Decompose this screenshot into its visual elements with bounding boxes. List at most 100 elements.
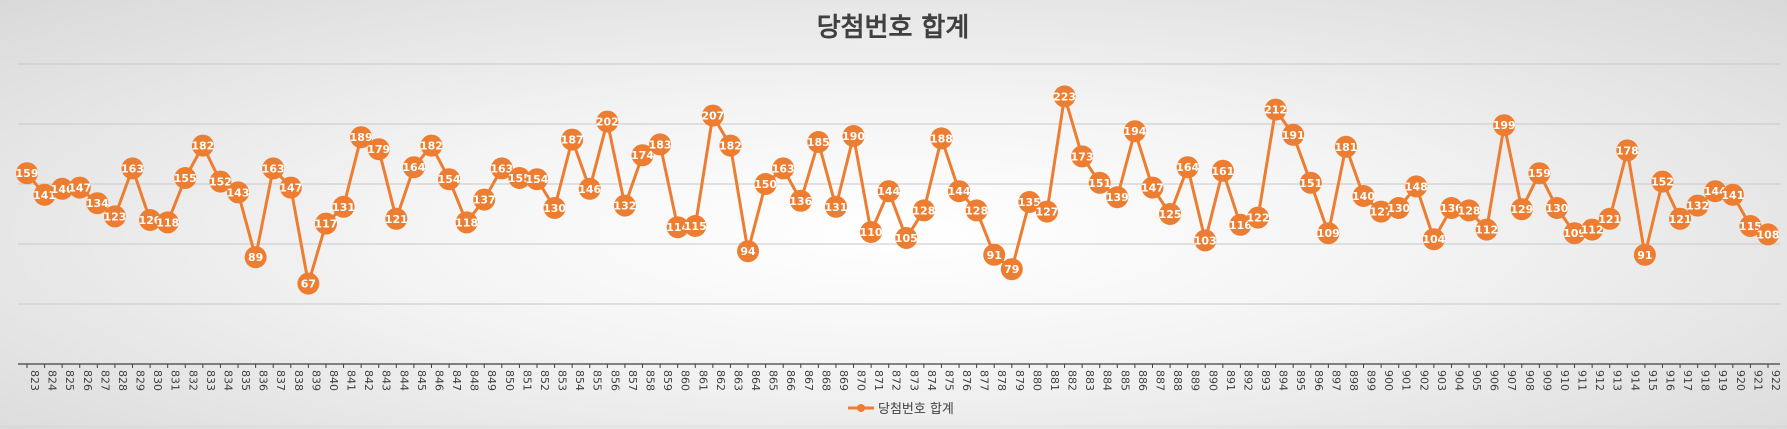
data-point xyxy=(490,157,513,180)
data-label: 139 xyxy=(1106,191,1129,204)
x-tick-label: 918 xyxy=(1699,370,1712,391)
data-point xyxy=(1633,243,1656,266)
data-point xyxy=(965,199,988,222)
x-tick-label: 904 xyxy=(1452,370,1465,391)
data-label: 128 xyxy=(912,204,935,217)
data-point xyxy=(1598,207,1621,230)
data-point xyxy=(1370,200,1393,223)
x-tick-label: 840 xyxy=(327,370,340,391)
x-tick-label: 849 xyxy=(485,370,498,391)
data-label: 182 xyxy=(719,140,742,153)
data-point xyxy=(877,180,900,203)
data-label: 105 xyxy=(895,232,918,245)
data-label: 89 xyxy=(248,251,263,264)
x-tick-label: 843 xyxy=(380,370,393,391)
data-label: 148 xyxy=(1405,180,1428,193)
x-tick-label: 865 xyxy=(767,370,780,391)
data-point xyxy=(103,205,126,228)
data-point xyxy=(1141,176,1164,199)
data-point xyxy=(1018,191,1041,213)
data-point xyxy=(525,168,548,191)
x-tick-label: 899 xyxy=(1365,370,1378,391)
data-label: 212 xyxy=(1264,104,1287,117)
data-label: 112 xyxy=(1475,224,1498,237)
x-tick-label: 875 xyxy=(942,370,955,391)
x-tick-label: 846 xyxy=(432,370,445,391)
data-label: 202 xyxy=(596,116,619,129)
x-tick-label: 838 xyxy=(292,370,305,391)
data-label: 134 xyxy=(86,197,109,210)
data-point xyxy=(1651,170,1674,193)
x-tick-label: 906 xyxy=(1488,370,1501,391)
x-tick-label: 827 xyxy=(98,370,111,391)
x-tick-label: 877 xyxy=(978,370,991,391)
x-tick-label: 866 xyxy=(784,370,797,391)
data-label: 152 xyxy=(209,176,232,189)
data-point xyxy=(1739,215,1762,237)
x-tick-label: 890 xyxy=(1206,370,1219,391)
data-label: 109 xyxy=(1317,227,1340,240)
x-tick-label: 895 xyxy=(1294,370,1307,391)
data-point xyxy=(1159,203,1182,225)
data-label: 128 xyxy=(1458,204,1481,217)
data-label: 130 xyxy=(1387,202,1410,215)
data-label: 132 xyxy=(1686,200,1709,213)
x-tick-label: 884 xyxy=(1101,370,1114,391)
data-point xyxy=(1299,171,1322,194)
data-label: 151 xyxy=(1088,177,1111,190)
data-label: 194 xyxy=(1123,125,1146,138)
data-point xyxy=(1563,222,1586,245)
data-label: 144 xyxy=(877,185,900,198)
x-tick-label: 883 xyxy=(1083,370,1096,391)
data-point xyxy=(367,138,390,161)
data-point xyxy=(385,207,408,230)
data-label: 67 xyxy=(301,278,316,291)
x-tick-label: 836 xyxy=(257,370,270,391)
data-point xyxy=(1704,180,1727,203)
data-label: 117 xyxy=(314,218,337,231)
x-tick-label: 854 xyxy=(573,370,586,391)
x-tick-label: 921 xyxy=(1751,370,1764,391)
data-label: 190 xyxy=(842,130,865,143)
data-label: 207 xyxy=(701,110,724,123)
x-tick-label: 863 xyxy=(731,370,744,391)
data-point xyxy=(824,195,847,218)
x-tick-label: 868 xyxy=(819,370,832,391)
data-point xyxy=(596,110,619,133)
data-label: 125 xyxy=(1159,208,1182,221)
data-point xyxy=(1123,120,1146,143)
data-point xyxy=(1387,197,1410,219)
data-label: 178 xyxy=(1616,144,1639,157)
data-point xyxy=(1106,186,1129,209)
data-point xyxy=(1053,85,1076,108)
data-point xyxy=(350,126,373,149)
data-label: 109 xyxy=(1563,227,1586,240)
data-label: 129 xyxy=(1510,203,1533,216)
x-tick-label: 848 xyxy=(468,370,481,391)
data-point xyxy=(1458,199,1481,222)
data-label: 161 xyxy=(1211,165,1234,178)
data-point xyxy=(561,128,584,151)
chart-title: 당첨번호 합계 xyxy=(817,13,970,43)
data-label: 116 xyxy=(1229,219,1252,232)
x-tick-label: 893 xyxy=(1259,370,1272,391)
data-point xyxy=(1581,218,1604,241)
data-label: 121 xyxy=(1669,213,1692,226)
data-point xyxy=(842,125,865,147)
x-tick-label: 832 xyxy=(186,370,199,391)
data-point xyxy=(156,211,179,234)
data-label: 141 xyxy=(1721,189,1744,202)
x-tick-label: 825 xyxy=(63,370,76,391)
x-tick-label: 881 xyxy=(1048,370,1061,391)
x-tick-label: 860 xyxy=(679,370,692,391)
x-tick-label: 874 xyxy=(925,370,938,391)
x-tick-label: 830 xyxy=(151,370,164,391)
data-label: 189 xyxy=(350,131,373,144)
data-label: 91 xyxy=(1637,249,1652,262)
x-tick-label: 826 xyxy=(81,370,94,391)
data-label: 163 xyxy=(772,162,795,175)
data-label: 191 xyxy=(1282,129,1305,142)
x-tick-label: 901 xyxy=(1400,370,1413,391)
data-label: 181 xyxy=(1334,141,1357,154)
